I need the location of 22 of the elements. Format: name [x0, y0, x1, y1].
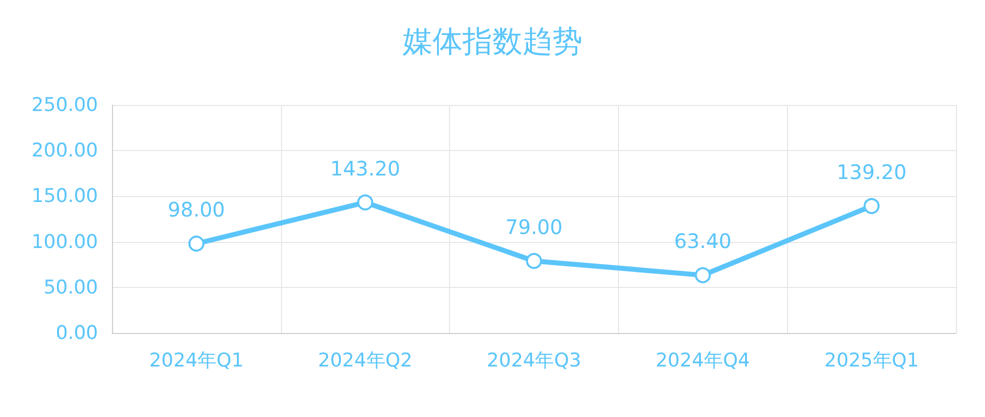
x-tick-label: 2025年Q1 — [824, 350, 919, 372]
x-tick-label: 2024年Q4 — [656, 350, 750, 372]
y-tick-label: 100.00 — [32, 230, 98, 253]
y-tick-label: 200.00 — [32, 140, 98, 162]
chart-title: 媒体指数趋势 — [402, 24, 582, 60]
y-tick-label: 0.00 — [56, 322, 98, 344]
point — [864, 198, 880, 214]
data-label: 139.20 — [836, 160, 907, 184]
y-tick-label: 250.00 — [32, 94, 98, 116]
data-label: 79.00 — [505, 214, 563, 239]
x-tick-label: 2024年Q3 — [486, 350, 582, 372]
point — [694, 267, 711, 284]
data-label: 63.40 — [674, 229, 732, 254]
y-tick-label: 50.00 — [44, 276, 98, 298]
x-tick-label: 2024年Q2 — [318, 350, 412, 372]
point — [357, 194, 374, 210]
point — [526, 252, 542, 269]
x-tick-label: 2024年Q1 — [149, 350, 244, 372]
data-label: 143.20 — [330, 156, 400, 180]
point — [188, 236, 204, 252]
data-label: 98.00 — [168, 198, 226, 222]
y-tick-label: 150.00 — [32, 185, 98, 208]
